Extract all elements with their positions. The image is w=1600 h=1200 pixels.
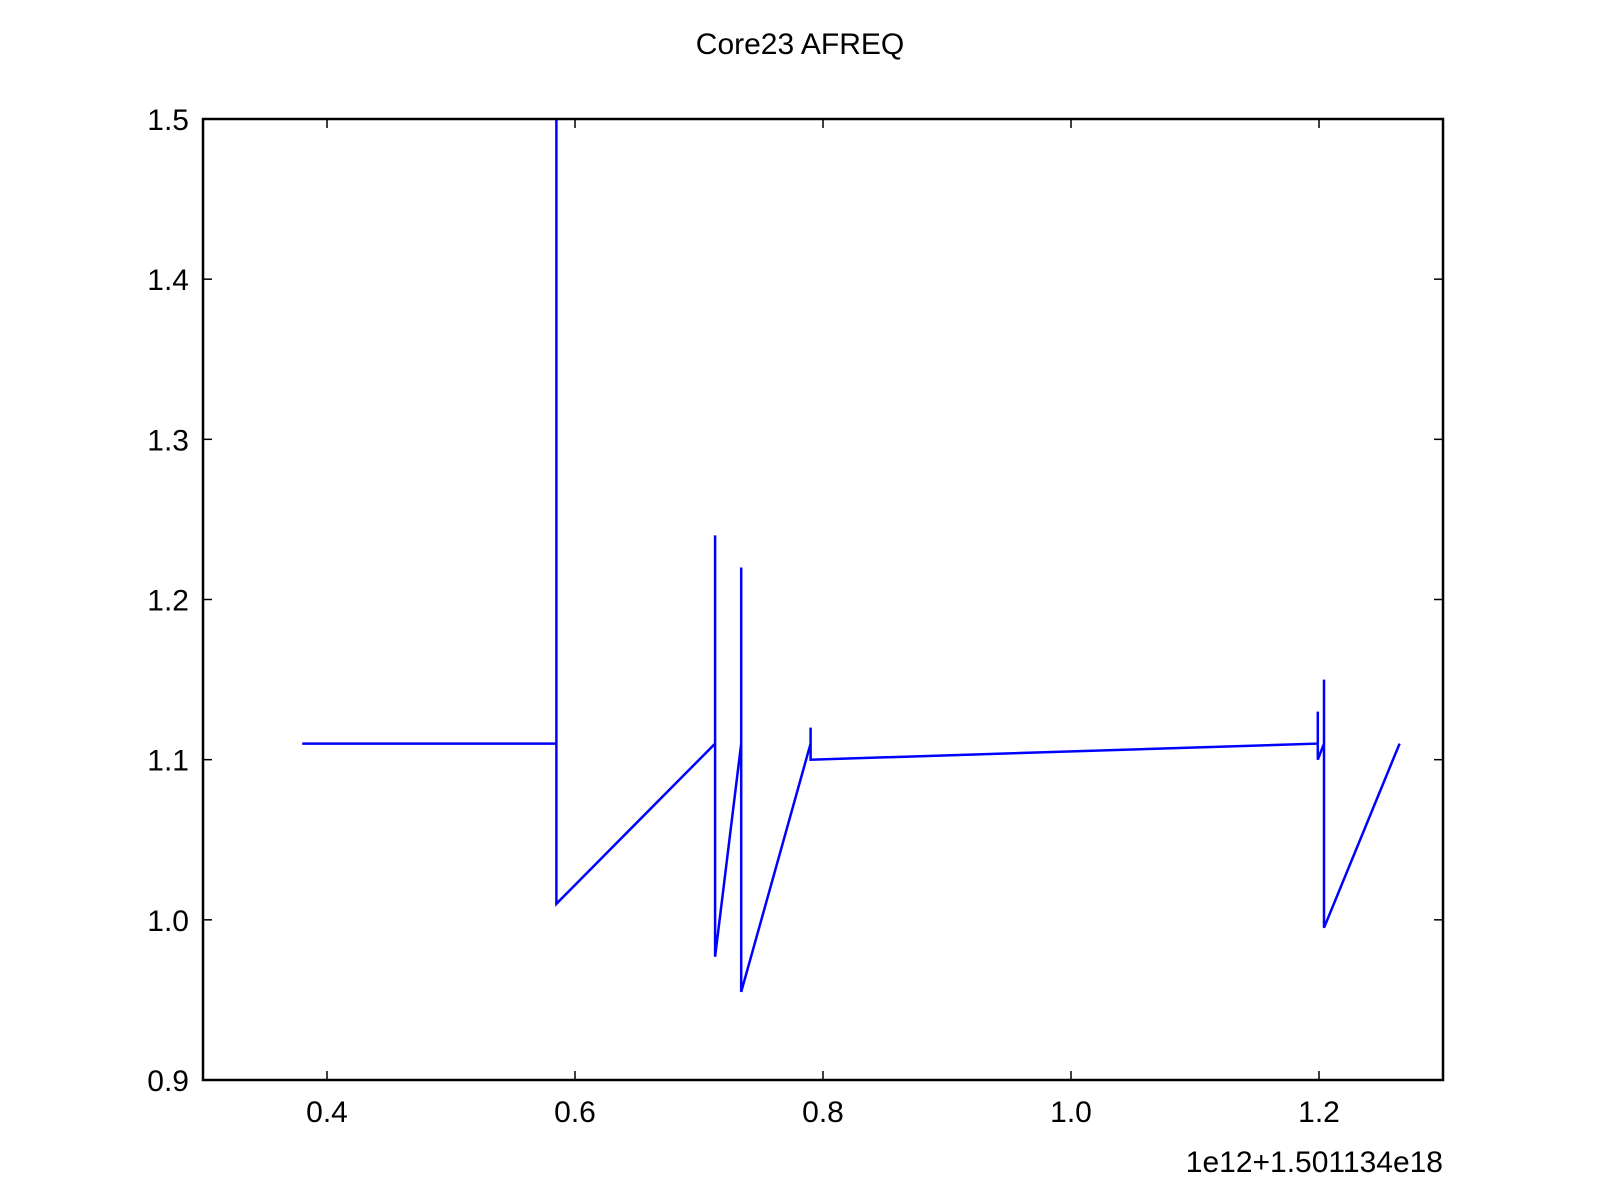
y-tick-label: 1.3	[147, 424, 189, 457]
x-tick-label: 1.0	[1050, 1096, 1092, 1129]
y-tick-label: 1.1	[147, 745, 189, 778]
y-tick-label: 1.0	[147, 905, 189, 938]
x-tick-label: 1.2	[1298, 1096, 1340, 1129]
y-tick-label: 1.5	[147, 104, 189, 137]
plot-frame	[201, 117, 1445, 1082]
series-line-0	[302, 119, 1401, 993]
y-tick-label: 1.4	[147, 264, 189, 297]
chart-title: Core23 AFREQ	[696, 28, 904, 61]
plot-area	[302, 119, 1401, 993]
y-tick-label: 1.2	[147, 585, 189, 618]
x-axis: 0.4 0.6 0.8 1.0 1.2	[306, 119, 1340, 1129]
x-tick-label: 0.6	[554, 1096, 596, 1129]
y-tick-label: 0.9	[147, 1065, 189, 1098]
x-tick-label: 0.4	[306, 1096, 348, 1129]
x-offset-label: 1e12+1.501134e18	[1186, 1146, 1443, 1179]
y-axis: 0.9 1.0 1.1 1.2 1.3 1.4 1.5	[147, 104, 1443, 1098]
x-tick-label: 0.8	[802, 1096, 844, 1129]
